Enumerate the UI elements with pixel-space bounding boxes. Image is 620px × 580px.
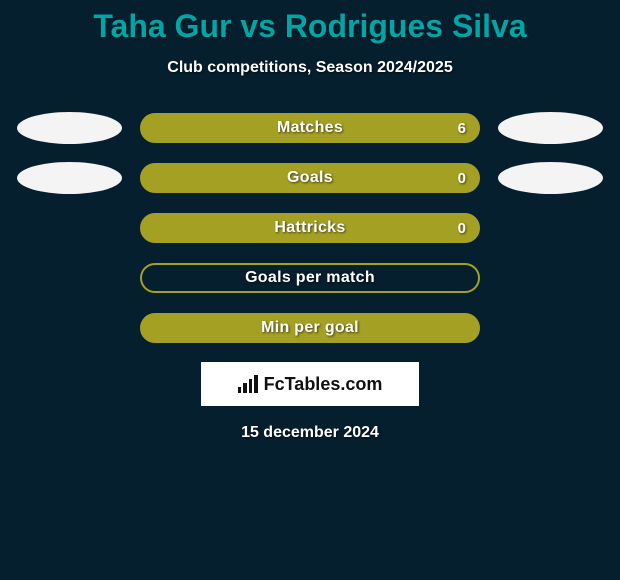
stat-value: 0: [458, 220, 466, 237]
stat-bar: Goals 0: [140, 163, 480, 193]
stat-row: Matches 6: [0, 112, 620, 144]
stats-container: Matches 6 Goals 0 Hattricks 0 Goals per match M…: [0, 112, 620, 344]
brand-badge: FcTables.com: [201, 362, 419, 406]
page-subtitle: Club competitions, Season 2024/2025: [0, 59, 620, 77]
player-left-marker: [17, 162, 122, 194]
stat-value: 6: [458, 120, 466, 137]
stat-label: Goals per match: [245, 269, 375, 287]
stat-label: Goals: [287, 169, 333, 187]
spacer: [17, 312, 122, 344]
stat-row: Goals 0: [0, 162, 620, 194]
stat-label: Hattricks: [274, 219, 345, 237]
stat-row: Hattricks 0: [0, 212, 620, 244]
stat-label: Matches: [277, 119, 343, 137]
spacer: [498, 262, 603, 294]
stat-bar: Goals per match: [140, 263, 480, 293]
bars-icon: [238, 375, 258, 393]
spacer: [17, 262, 122, 294]
stat-value: 0: [458, 170, 466, 187]
brand-text: FcTables.com: [264, 374, 383, 395]
player-right-marker: [498, 112, 603, 144]
stat-row: Min per goal: [0, 312, 620, 344]
spacer: [498, 312, 603, 344]
stat-bar: Matches 6: [140, 113, 480, 143]
spacer: [498, 212, 603, 244]
spacer: [17, 212, 122, 244]
player-right-marker: [498, 162, 603, 194]
stat-label: Min per goal: [261, 319, 359, 337]
stat-bar: Hattricks 0: [140, 213, 480, 243]
stat-bar: Min per goal: [140, 313, 480, 343]
date-label: 15 december 2024: [0, 424, 620, 442]
stat-row: Goals per match: [0, 262, 620, 294]
player-left-marker: [17, 112, 122, 144]
page-title: Taha Gur vs Rodrigues Silva: [0, 0, 620, 45]
